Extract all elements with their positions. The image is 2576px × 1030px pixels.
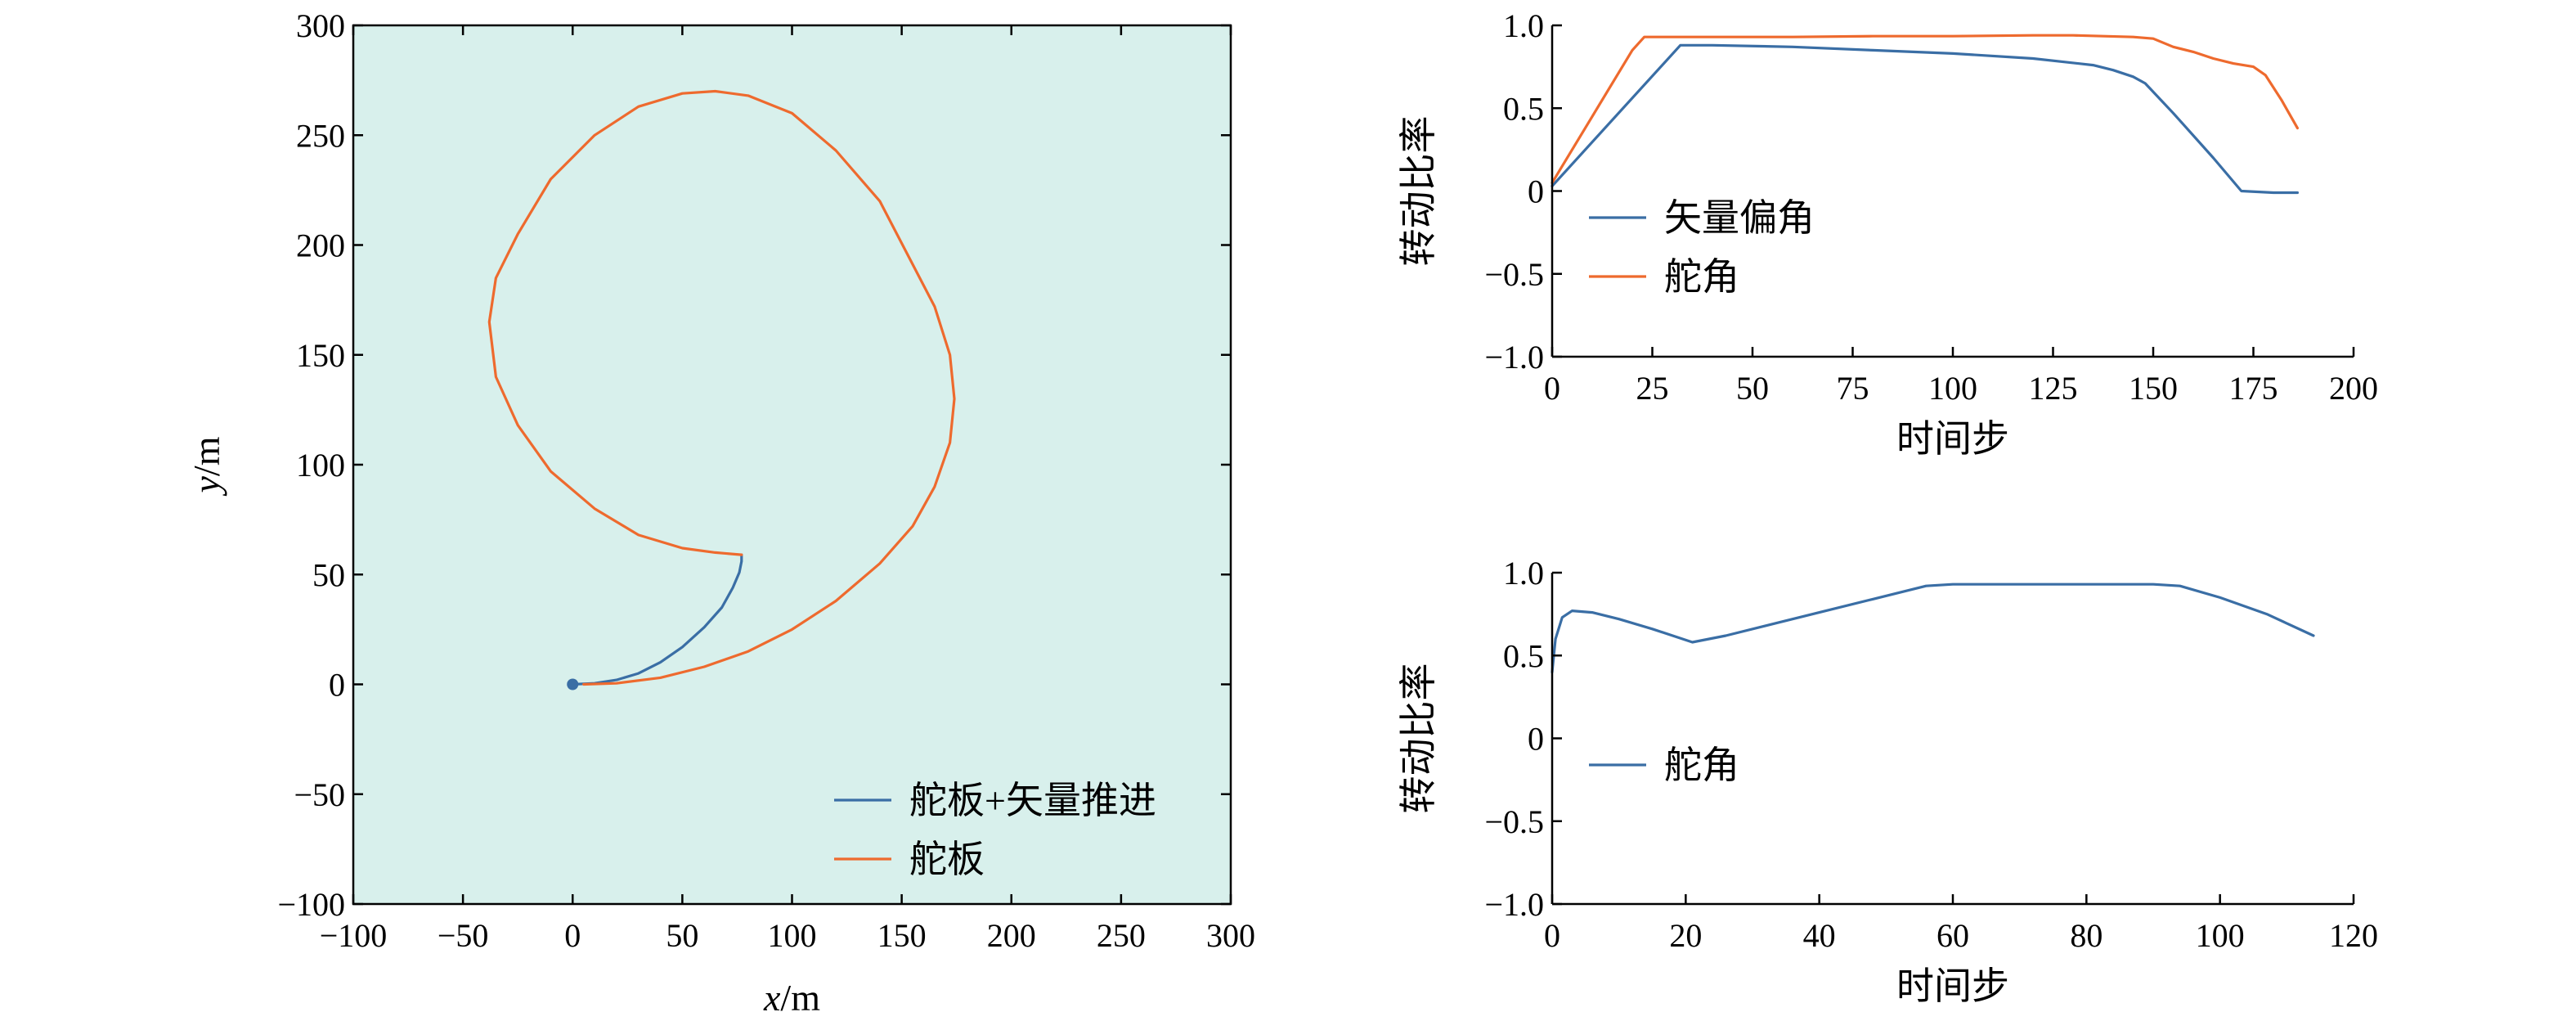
x-tick-label: 60 (1936, 917, 1969, 954)
y-tick-label: 200 (296, 227, 345, 264)
y-tick-label: 1.0 (1503, 555, 1544, 591)
x-tick-label: −100 (320, 917, 388, 954)
series-line-0 (1551, 43, 2299, 195)
y-tick-label: −50 (294, 776, 345, 813)
legend-label-1: 舵板 (909, 839, 985, 880)
y-tick-label: 0 (329, 667, 345, 704)
x-tick-label: 120 (2329, 917, 2378, 954)
plot-area (353, 25, 1231, 904)
y-tick-label: 50 (312, 556, 345, 593)
y-tick-label: −1.0 (1484, 339, 1544, 376)
x-tick-label: 50 (1736, 370, 1769, 407)
x-tick-label: 150 (877, 917, 927, 954)
y-tick-label: 0.5 (1503, 90, 1544, 127)
y-axis-label: y/m (186, 436, 227, 496)
y-tick-label: 250 (296, 117, 345, 154)
y-tick-label: 0 (1528, 173, 1544, 210)
x-tick-label: 0 (564, 917, 581, 954)
x-tick-label: 150 (2129, 370, 2178, 407)
y-axis-label-var: y (186, 475, 227, 496)
x-tick-label: 75 (1837, 370, 1869, 407)
y-tick-label: −100 (277, 886, 345, 923)
x-axis-label: x/m (763, 977, 820, 1019)
y-tick-label: 1.0 (1503, 7, 1544, 44)
y-axis-label: 转动比率 (1398, 116, 1439, 267)
x-tick-label: 0 (1544, 370, 1560, 407)
y-tick-label: −1.0 (1484, 886, 1544, 923)
series-line-0 (571, 553, 743, 686)
x-tick-label: 40 (1803, 917, 1836, 954)
x-tick-label: 200 (987, 917, 1036, 954)
y-tick-label: 0 (1528, 721, 1544, 758)
x-tick-label: 80 (2070, 917, 2103, 954)
series-line-0 (1551, 582, 2315, 674)
x-tick-label: 25 (1636, 370, 1669, 407)
y-axis-label: 转动比率 (1398, 663, 1439, 814)
x-tick-label: 100 (1928, 370, 1977, 407)
x-tick-label: 0 (1544, 917, 1560, 954)
x-tick-label: 175 (2229, 370, 2278, 407)
x-tick-label: 125 (2029, 370, 2078, 407)
series-line-1 (1551, 34, 2299, 184)
legend-label-1: 舵角 (1664, 256, 1739, 298)
x-axis-label-var: x (763, 977, 781, 1019)
y-tick-label: 150 (296, 337, 345, 374)
x-tick-label: 200 (2329, 370, 2378, 407)
y-tick-label: −0.5 (1484, 256, 1544, 293)
plot-area (1552, 573, 2354, 904)
x-axis-label: 时间步 (1896, 965, 2009, 1007)
y-tick-label: 0.5 (1503, 637, 1544, 674)
x-tick-label: 250 (1097, 917, 1146, 954)
y-tick-label: 300 (296, 7, 345, 44)
start-point-marker (567, 678, 579, 690)
x-tick-label: 300 (1206, 917, 1255, 954)
y-tick-label: −0.5 (1484, 803, 1544, 840)
chart-top-right: 0 25 50 75 100 125 150 175 200 −1.0 −0.5 0 0.5 1.0 时间步… (1398, 7, 2378, 460)
x-axis-label-unit: /m (780, 977, 820, 1019)
x-tick-label: 100 (2196, 917, 2245, 954)
legend-label-0: 矢量偏角 (1664, 197, 1815, 239)
legend-label-0: 舵角 (1664, 744, 1739, 786)
x-tick-label: 100 (768, 917, 817, 954)
x-tick-label: 20 (1669, 917, 1702, 954)
x-tick-label: −50 (438, 917, 489, 954)
y-tick-label: 100 (296, 447, 345, 484)
chart-trajectory: −100 −50 0 50 100 150 200 250 300 −100 −50 0 50 100 15… (186, 7, 1255, 1019)
plot-area (1552, 25, 2354, 357)
x-axis-label: 时间步 (1896, 418, 2009, 460)
series-line-1 (487, 89, 956, 686)
legend-label-0: 舵板+矢量推进 (909, 780, 1156, 821)
chart-bottom-right: 0 20 40 60 80 100 120 −1.0 −0.5 0 0.5 1.0 时间步 转动比率舵角 (1398, 555, 2378, 1007)
x-tick-label: 50 (666, 917, 698, 954)
y-axis-label-unit: /m (186, 436, 227, 476)
